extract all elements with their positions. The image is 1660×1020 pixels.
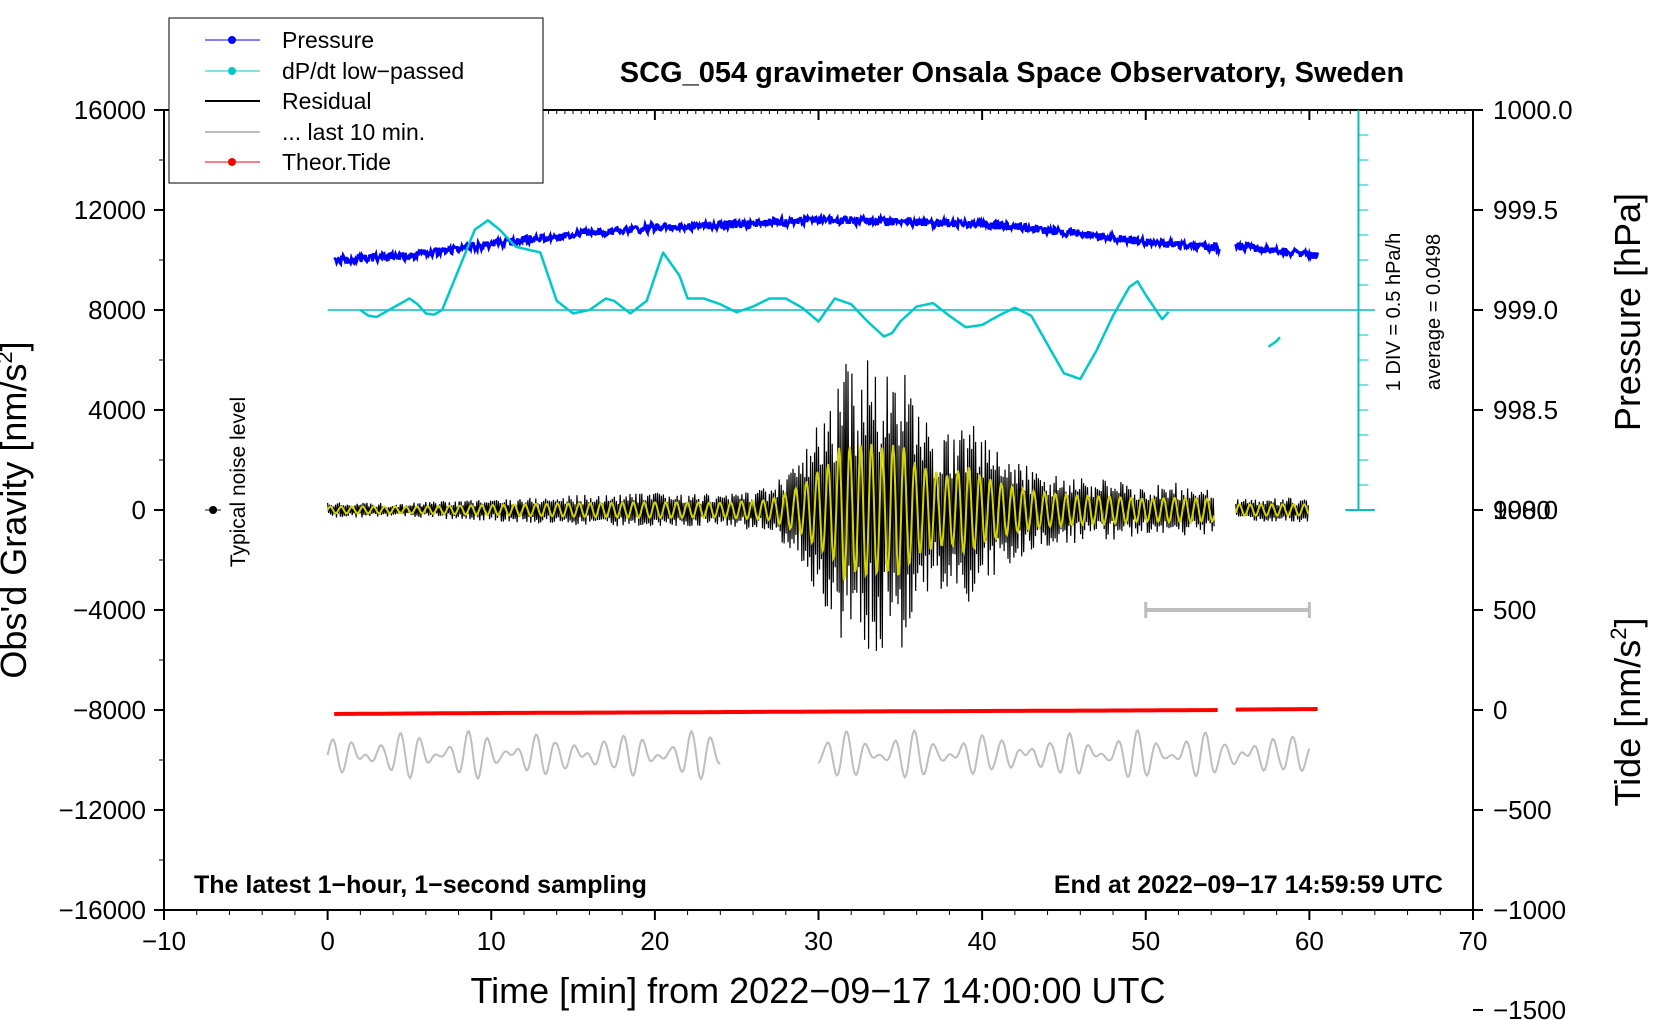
footer-left-label: The latest 1−hour, 1−second sampling bbox=[194, 871, 647, 899]
tide-tick-label: −500 bbox=[1493, 795, 1552, 825]
y-tick-label: 4000 bbox=[88, 395, 146, 425]
y-axis-title-pressure: Pressure [hPa] bbox=[1607, 193, 1648, 431]
gravimeter-chart: −10 0 10 20 30 40 50 60 701600012000800040000−40… bbox=[0, 0, 1660, 1020]
legend-marker-tide bbox=[228, 158, 236, 166]
y-tick-label: −16000 bbox=[59, 895, 146, 925]
y-tick-label: −12000 bbox=[59, 795, 146, 825]
legend-marker-dpdt bbox=[228, 67, 236, 75]
tide-trace bbox=[334, 710, 1217, 714]
dpdt-trace-tail bbox=[1269, 337, 1280, 347]
x-tick-label: 0 bbox=[320, 926, 334, 956]
noise-level-marker bbox=[209, 506, 217, 514]
y-tick-label: 16000 bbox=[74, 95, 146, 125]
last-10-min-trace bbox=[328, 731, 721, 779]
legend-label-dpdt: dP/dt low−passed bbox=[282, 58, 464, 84]
pressure-trace bbox=[1236, 243, 1318, 259]
pressure-trace bbox=[334, 217, 1219, 264]
y-tick-label: 8000 bbox=[88, 295, 146, 325]
x-tick-label: −10 bbox=[142, 926, 186, 956]
pressure-tick-label: 999.5 bbox=[1493, 195, 1558, 225]
tide-unit-prefix: Tide [nm/s bbox=[1607, 640, 1648, 807]
x-tick-label: 30 bbox=[804, 926, 833, 956]
right-axis-ticks: 1000.0999.5999.0998.5998.010005000−500−1… bbox=[1473, 95, 1573, 1020]
tide-unit-suffix: ] bbox=[1607, 618, 1648, 628]
y-axis-title-tide: Tide [nm/s2] bbox=[1606, 618, 1648, 807]
legend-label-residual: Residual bbox=[282, 88, 372, 114]
footer-right-label: End at 2022−09−17 14:59:59 UTC bbox=[1054, 871, 1443, 899]
average-label: average = 0.0498 bbox=[1423, 234, 1445, 390]
tide-trace bbox=[1236, 709, 1318, 710]
x-tick-label: 20 bbox=[640, 926, 669, 956]
gravity-unit-suffix: ] bbox=[0, 341, 34, 351]
y-tick-label: −4000 bbox=[73, 595, 146, 625]
y-axis-title-gravity: Obs'd Gravity [nm/s2] bbox=[0, 341, 34, 678]
data-series bbox=[205, 110, 1375, 779]
noise-level-label: Typical noise level bbox=[227, 397, 250, 567]
last-10-min-trace bbox=[819, 730, 1310, 777]
y-tick-label: 0 bbox=[132, 495, 146, 525]
tide-tick-label: 500 bbox=[1493, 595, 1536, 625]
div-label: 1 DIV = 0.5 hPa/h bbox=[1383, 233, 1405, 391]
tide-tick-label: 0 bbox=[1493, 695, 1507, 725]
x-tick-label: 40 bbox=[968, 926, 997, 956]
legend-label-last10: ... last 10 min. bbox=[282, 119, 425, 145]
gravity-unit-prefix: Obs'd Gravity [nm/s bbox=[0, 364, 34, 679]
y-tick-label: 12000 bbox=[74, 195, 146, 225]
tide-tick-label: −1500 bbox=[1493, 995, 1566, 1020]
x-axis-title: Time [min] from 2022−09−17 14:00:00 UTC bbox=[470, 970, 1165, 1011]
gravity-unit-exponent: 2 bbox=[0, 351, 17, 363]
tide-tick-label: −1000 bbox=[1493, 895, 1566, 925]
pressure-tick-label: 1000.0 bbox=[1493, 95, 1573, 125]
legend-marker-pressure bbox=[228, 36, 236, 44]
legend: Pressure dP/dt low−passed Residual ... l… bbox=[169, 18, 543, 183]
tide-unit-exponent: 2 bbox=[1606, 628, 1631, 640]
x-tick-label: 10 bbox=[477, 926, 506, 956]
pressure-tick-label: 999.0 bbox=[1493, 295, 1558, 325]
pressure-tick-label: 998.5 bbox=[1493, 395, 1558, 425]
y-tick-label: −8000 bbox=[73, 695, 146, 725]
legend-label-pressure: Pressure bbox=[282, 27, 374, 53]
tide-tick-label: 1000 bbox=[1493, 495, 1551, 525]
legend-label-tide: Theor.Tide bbox=[282, 149, 391, 175]
x-tick-label: 60 bbox=[1295, 926, 1324, 956]
x-tick-label: 50 bbox=[1131, 926, 1160, 956]
x-tick-label: 70 bbox=[1459, 926, 1488, 956]
chart-title: SCG_054 gravimeter Onsala Space Observat… bbox=[620, 57, 1404, 89]
